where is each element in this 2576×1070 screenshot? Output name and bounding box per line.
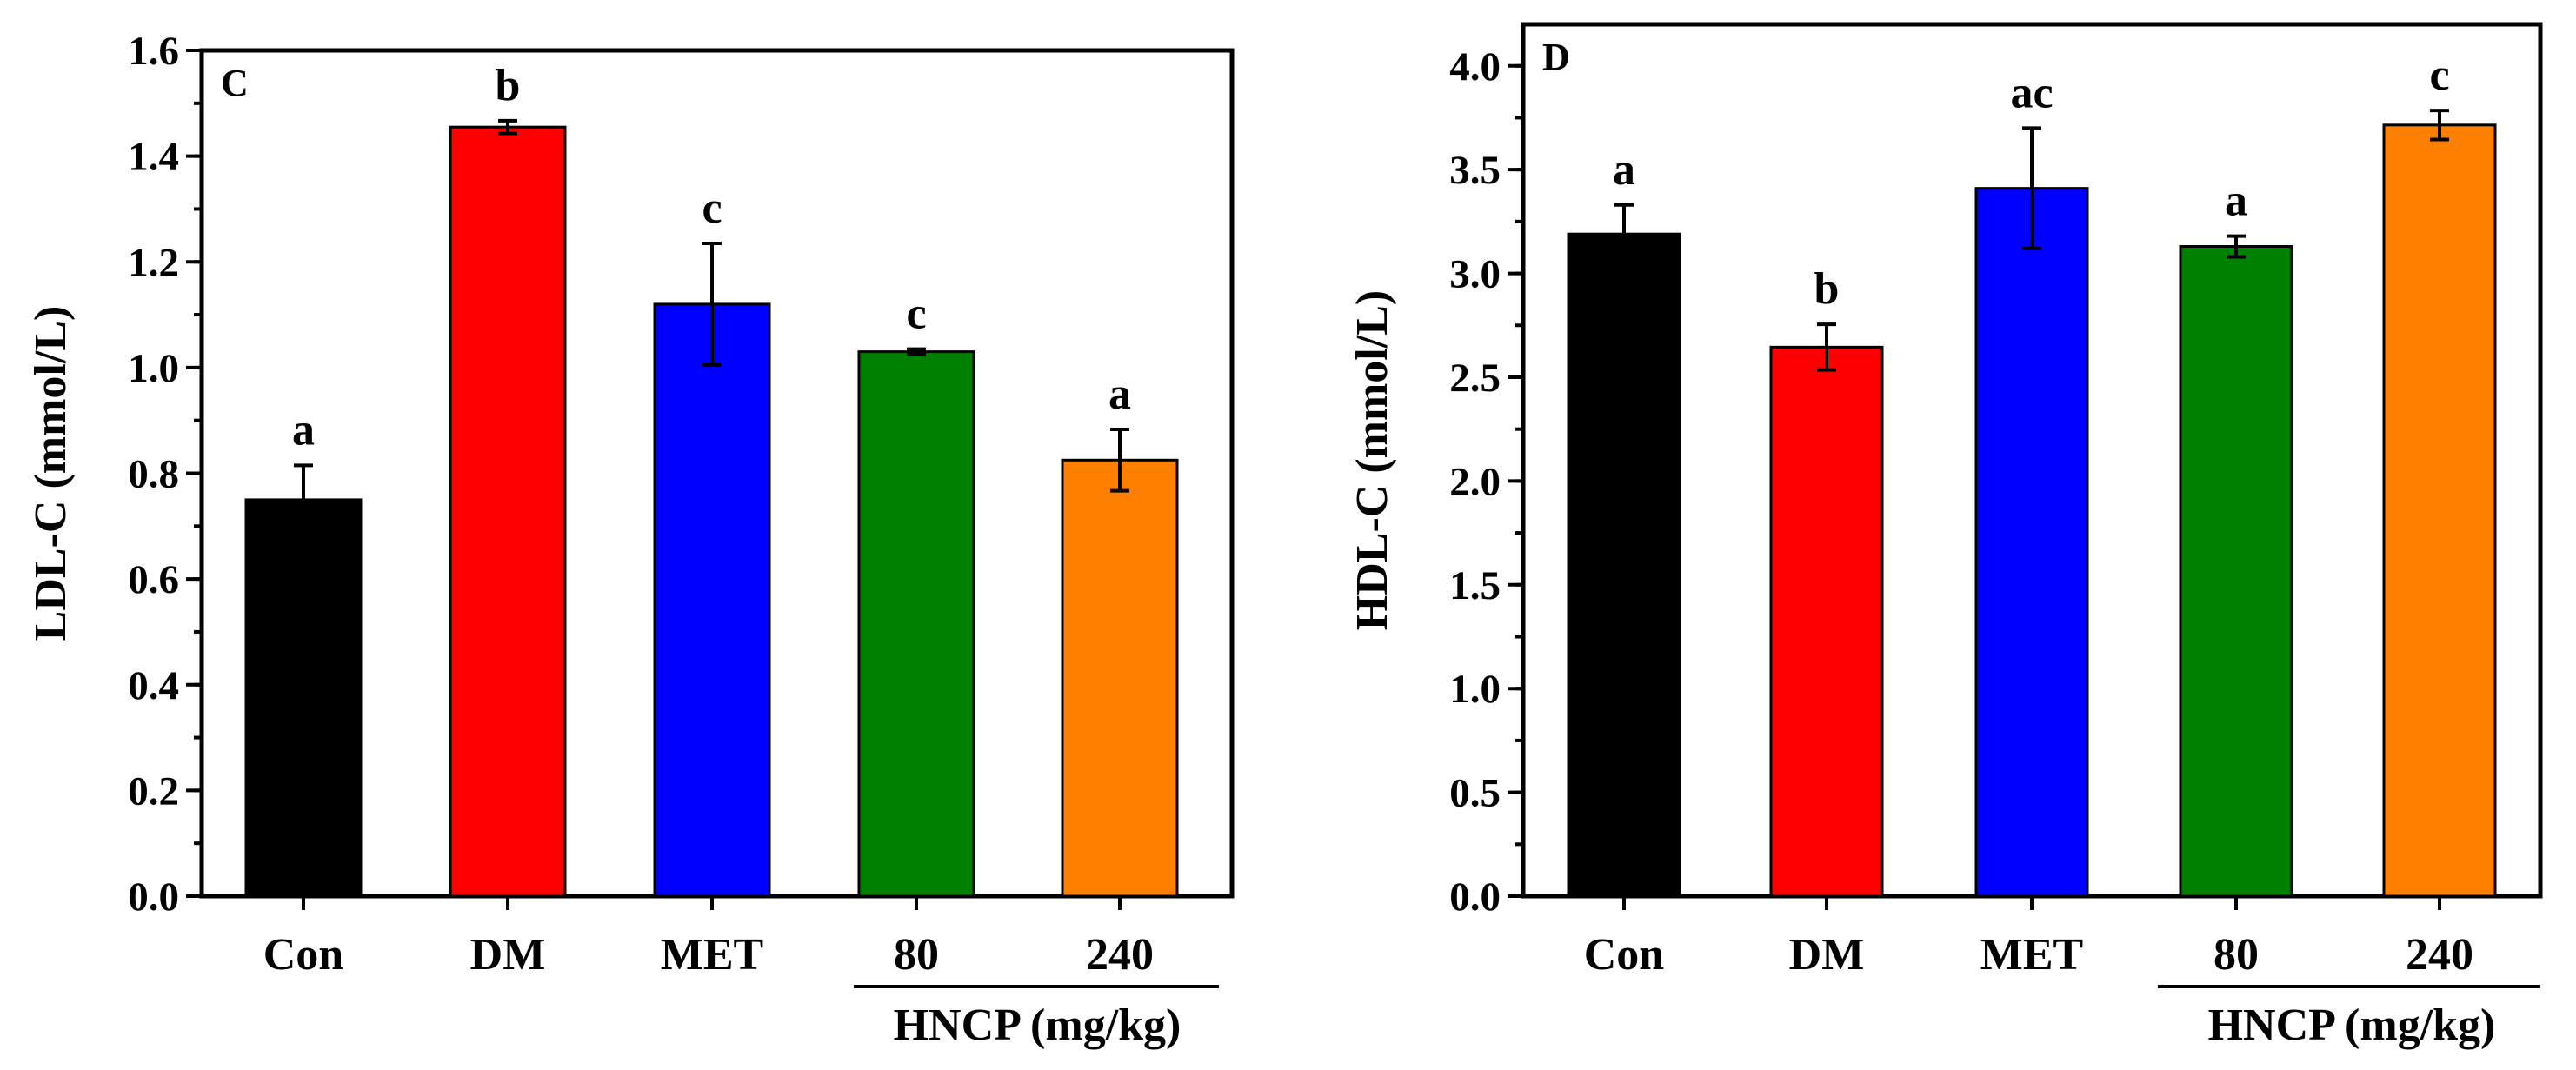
y-tick-label: 1.5 <box>1449 563 1501 608</box>
x-tick-label: 240 <box>2406 930 2473 980</box>
bar-80 <box>857 350 975 898</box>
x-tick-label: DM <box>470 930 546 980</box>
x-tick-label: MET <box>661 930 763 980</box>
significance-label: b <box>496 61 521 110</box>
x-tick-label: 80 <box>894 930 939 980</box>
bar-met <box>653 302 771 898</box>
y-tick-label: 2.0 <box>1449 459 1501 504</box>
y-tick-label: 2.5 <box>1449 356 1501 401</box>
y-tick-label: 1.0 <box>128 346 179 391</box>
y-tick-label: 1.0 <box>1449 667 1501 712</box>
significance-label: b <box>1814 264 1840 314</box>
y-tick-label: 0.0 <box>128 874 179 920</box>
significance-label: c <box>906 289 926 339</box>
chart-ldl-c: C LDL-C (mmol/L) HNCP (mg/kg) 0.0 0.2 0.4 0… <box>26 29 1235 1050</box>
y-tick-label: 0.5 <box>1449 771 1501 816</box>
significance-label: a <box>292 405 315 455</box>
y-tick-label: 0.6 <box>128 557 179 602</box>
y-tick-label: 1.4 <box>128 135 179 180</box>
group-label: HNCP (mg/kg) <box>2208 1000 2496 1050</box>
bar-con <box>244 498 363 898</box>
panel-label: C <box>221 62 249 104</box>
y-tick-label: 0.8 <box>128 452 179 497</box>
x-tick-label: 240 <box>1086 930 1154 980</box>
y-tick-label: 1.6 <box>128 29 179 74</box>
y-tick-label: 0.2 <box>128 768 179 814</box>
group-label: HNCP (mg/kg) <box>894 1000 1181 1050</box>
y-axis-title: LDL-C (mmol/L) <box>26 306 76 641</box>
y-tick-label: 3.5 <box>1449 148 1501 193</box>
bar-240 <box>2382 123 2497 898</box>
significance-label: ac <box>2010 68 2053 117</box>
y-tick-label: 3.0 <box>1449 252 1501 297</box>
y-tick-label: 0.4 <box>128 663 179 708</box>
chart-hdl-c: D HDL-C (mmol/L) HNCP (mg/kg) 0.0 0.5 1.0 1… <box>1348 22 2543 1050</box>
panel-label: D <box>1542 36 1570 78</box>
bar-dm <box>449 125 567 898</box>
y-tick-label: 1.2 <box>128 240 179 285</box>
bar-con <box>1567 232 1681 898</box>
significance-label: c <box>702 183 722 233</box>
x-tick-label: DM <box>1789 930 1865 980</box>
bar-240 <box>1061 458 1179 898</box>
bar-80 <box>2179 245 2293 898</box>
significance-label: a <box>1613 145 1635 195</box>
significance-label: c <box>2429 50 2449 100</box>
x-tick-label: 80 <box>2213 930 2259 980</box>
bar-dm <box>1769 345 1884 898</box>
x-tick-label: MET <box>1980 930 2083 980</box>
y-axis-title: HDL-C (mmol/L) <box>1348 290 1397 630</box>
significance-label: a <box>1108 369 1131 419</box>
x-tick-label: Con <box>263 930 344 980</box>
bar-met <box>1974 187 2089 898</box>
x-tick-label: Con <box>1584 930 1665 980</box>
y-tick-label: 0.0 <box>1449 874 1501 920</box>
significance-label: a <box>2225 176 2247 226</box>
y-tick-label: 4.0 <box>1449 44 1501 90</box>
